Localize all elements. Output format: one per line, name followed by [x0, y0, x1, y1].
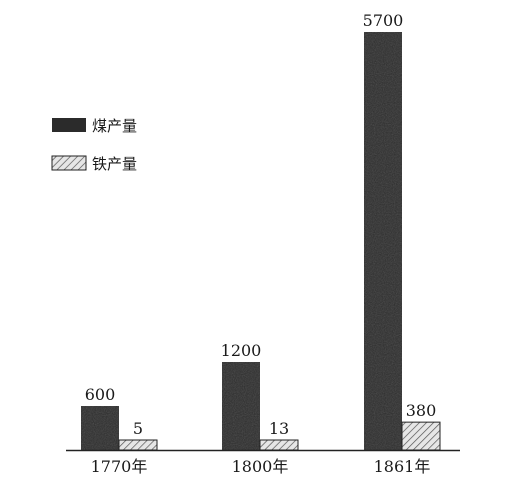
- category-label-1800年: 1800年: [232, 457, 289, 476]
- category-label-1770年: 1770年: [91, 457, 148, 476]
- bars-group: [81, 32, 441, 451]
- legend-label-iron: 铁产量: [92, 155, 137, 173]
- category-label-1861年: 1861年: [374, 457, 431, 476]
- coal-value-label-1800年: 1200: [221, 341, 262, 360]
- legend-swatch-iron: [51, 155, 87, 171]
- legend-label-coal: 煤产量: [92, 117, 137, 135]
- coal-value-label-1861年: 5700: [363, 11, 404, 30]
- coal-bar-texture-1770年: [81, 406, 119, 450]
- iron-value-label-1770年: 5: [133, 419, 143, 438]
- iron-value-label-1800年: 13: [269, 419, 289, 438]
- legend-swatch-coal: [52, 118, 86, 132]
- category-labels-group: 1770年 1800年 1861年: [91, 457, 431, 476]
- coal-bar-texture-1800年: [222, 362, 260, 450]
- value-labels-group: 600 5 1200 13 5700 380: [85, 11, 437, 438]
- coal-value-label-1770年: 600: [85, 385, 116, 404]
- iron-bar-1770年: [118, 439, 158, 451]
- iron-value-label-1861年: 380: [406, 401, 437, 420]
- iron-bar-1861年: [401, 421, 441, 451]
- iron-bar-1800年: [259, 439, 299, 451]
- coal-bar-texture-1861年: [364, 32, 402, 450]
